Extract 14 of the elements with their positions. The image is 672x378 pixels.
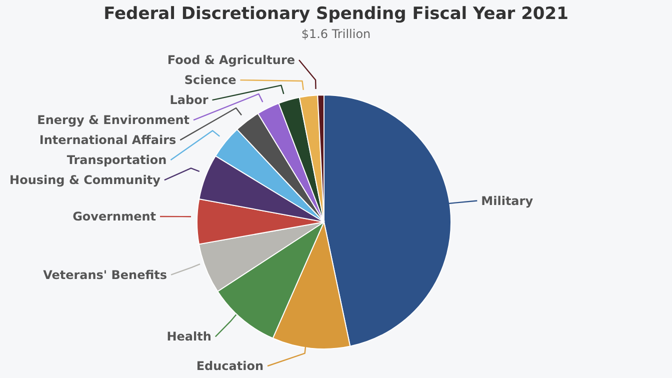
slice-label: Transportation: [66, 153, 167, 168]
slice-label: Labor: [170, 93, 208, 108]
slice-label: International Affairs: [39, 133, 176, 148]
slice-label: Veterans' Benefits: [43, 268, 168, 282]
slice-label: Science: [184, 73, 236, 88]
slice-label: Food & Agriculture: [167, 53, 295, 68]
chart-title: Federal Discretionary Spending Fiscal Year 2021: [102, 4, 570, 24]
chart-subtitle: $1.6 Trillion: [300, 27, 372, 41]
slice-label: Military: [481, 194, 534, 208]
slice-label: Government: [72, 210, 156, 224]
slice-label: Health: [166, 330, 212, 344]
slice-label: Energy & Environment: [37, 113, 190, 128]
slice-label: Housing & Community: [10, 173, 161, 188]
slice-label: Education: [196, 359, 264, 373]
